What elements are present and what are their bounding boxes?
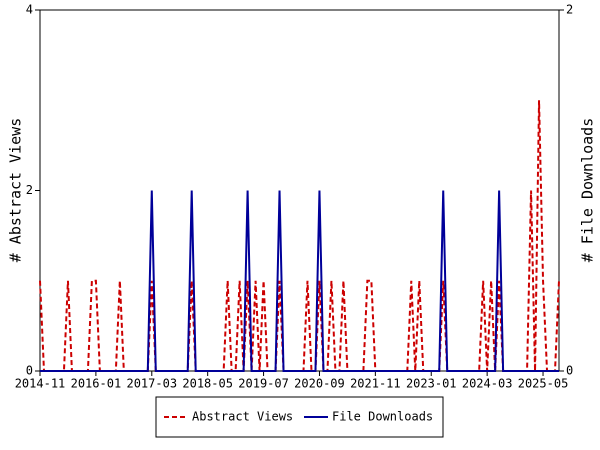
y-tick-label: 2 [26,183,33,197]
y2-axis-title: # File Downloads [579,118,597,263]
x-tick-label: 2020-09 [294,377,345,391]
x-tick-label: 2016-01 [71,377,122,391]
legend-label: File Downloads [332,410,433,424]
legend-label: Abstract Views [192,410,293,424]
y2-tick-label: 2 [566,3,573,17]
x-tick-label: 2023-01 [406,377,457,391]
y-tick-label: 0 [26,364,33,378]
x-tick-label: 2014-11 [15,377,66,391]
y2-tick-label: 0 [566,364,573,378]
y-tick-label: 4 [26,3,33,17]
y-axis-title: # Abstract Views [7,118,25,263]
x-tick-label: 2021-11 [350,377,401,391]
x-tick-label: 2019-07 [238,377,289,391]
x-tick-label: 2025-05 [518,377,569,391]
x-tick-label: 2018-05 [182,377,233,391]
x-tick-label: 2017-03 [126,377,177,391]
legend [155,396,444,438]
x-tick-label: 2024-03 [462,377,513,391]
series-line [39,100,560,372]
series-line [40,190,559,372]
